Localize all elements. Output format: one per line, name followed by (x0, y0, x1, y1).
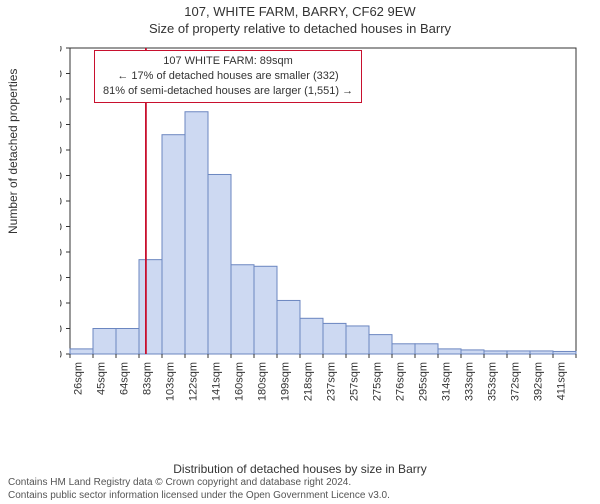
svg-text:372sqm: 372sqm (510, 362, 522, 401)
svg-text:122sqm: 122sqm (188, 362, 200, 401)
bar (530, 351, 553, 354)
bar (277, 300, 300, 354)
svg-text:100: 100 (60, 298, 62, 310)
svg-text:500: 500 (60, 94, 62, 106)
bar (254, 266, 277, 354)
bar (507, 351, 530, 354)
svg-text:276sqm: 276sqm (395, 362, 407, 401)
bar (438, 349, 461, 354)
svg-text:64sqm: 64sqm (119, 362, 131, 395)
svg-text:141sqm: 141sqm (211, 362, 223, 401)
bar (231, 265, 254, 354)
svg-text:218sqm: 218sqm (303, 362, 315, 401)
bar (346, 326, 369, 354)
svg-text:550: 550 (60, 69, 62, 81)
svg-text:180sqm: 180sqm (257, 362, 269, 401)
svg-text:392sqm: 392sqm (533, 362, 545, 401)
svg-text:160sqm: 160sqm (234, 362, 246, 401)
svg-text:45sqm: 45sqm (96, 362, 108, 395)
svg-text:0: 0 (60, 349, 62, 361)
info-line-3: 81% of semi-detached houses are larger (… (103, 84, 353, 99)
svg-text:275sqm: 275sqm (372, 362, 384, 401)
svg-text:350: 350 (60, 171, 62, 183)
bar (70, 349, 93, 354)
bar (116, 329, 139, 355)
svg-text:199sqm: 199sqm (280, 362, 292, 401)
svg-text:250: 250 (60, 222, 62, 234)
svg-text:257sqm: 257sqm (349, 362, 361, 401)
svg-text:200: 200 (60, 247, 62, 259)
license-line-2: Contains public sector information licen… (8, 490, 390, 503)
bar (461, 350, 484, 354)
svg-text:103sqm: 103sqm (165, 362, 177, 401)
x-axis-label: Distribution of detached houses by size … (0, 462, 600, 476)
license-text: Contains HM Land Registry data © Crown c… (8, 477, 390, 502)
svg-text:353sqm: 353sqm (487, 362, 499, 401)
bar (300, 318, 323, 354)
svg-text:50: 50 (60, 324, 62, 336)
svg-text:314sqm: 314sqm (441, 362, 453, 401)
svg-text:150: 150 (60, 273, 62, 285)
svg-text:400: 400 (60, 145, 62, 157)
svg-text:295sqm: 295sqm (418, 362, 430, 401)
bar (93, 329, 116, 355)
svg-text:333sqm: 333sqm (464, 362, 476, 401)
bar (139, 260, 162, 354)
bar (162, 135, 185, 354)
info-line-2: ← 17% of detached houses are smaller (33… (103, 69, 353, 84)
bar (484, 351, 507, 354)
bar (553, 351, 576, 354)
svg-text:83sqm: 83sqm (142, 362, 154, 395)
bar (185, 112, 208, 354)
svg-text:300: 300 (60, 196, 62, 208)
bar (208, 174, 231, 354)
page-subtitle: Size of property relative to detached ho… (0, 21, 600, 36)
bar (415, 344, 438, 354)
svg-text:600: 600 (60, 46, 62, 55)
info-line-1: 107 WHITE FARM: 89sqm (103, 54, 353, 69)
chart-area: 0 50 100 150 200 250 300 350 400 450 500 550 600 26sq… (60, 46, 580, 418)
svg-text:26sqm: 26sqm (73, 362, 85, 395)
svg-text:237sqm: 237sqm (326, 362, 338, 401)
bar (392, 344, 415, 354)
license-line-1: Contains HM Land Registry data © Crown c… (8, 477, 390, 490)
info-box: 107 WHITE FARM: 89sqm ← 17% of detached … (94, 50, 362, 103)
page-title: 107, WHITE FARM, BARRY, CF62 9EW (0, 4, 600, 19)
bar (369, 335, 392, 354)
bar (323, 323, 346, 354)
svg-text:450: 450 (60, 120, 62, 132)
svg-text:411sqm: 411sqm (556, 362, 568, 400)
y-axis-label: Number of detached properties (6, 69, 20, 234)
